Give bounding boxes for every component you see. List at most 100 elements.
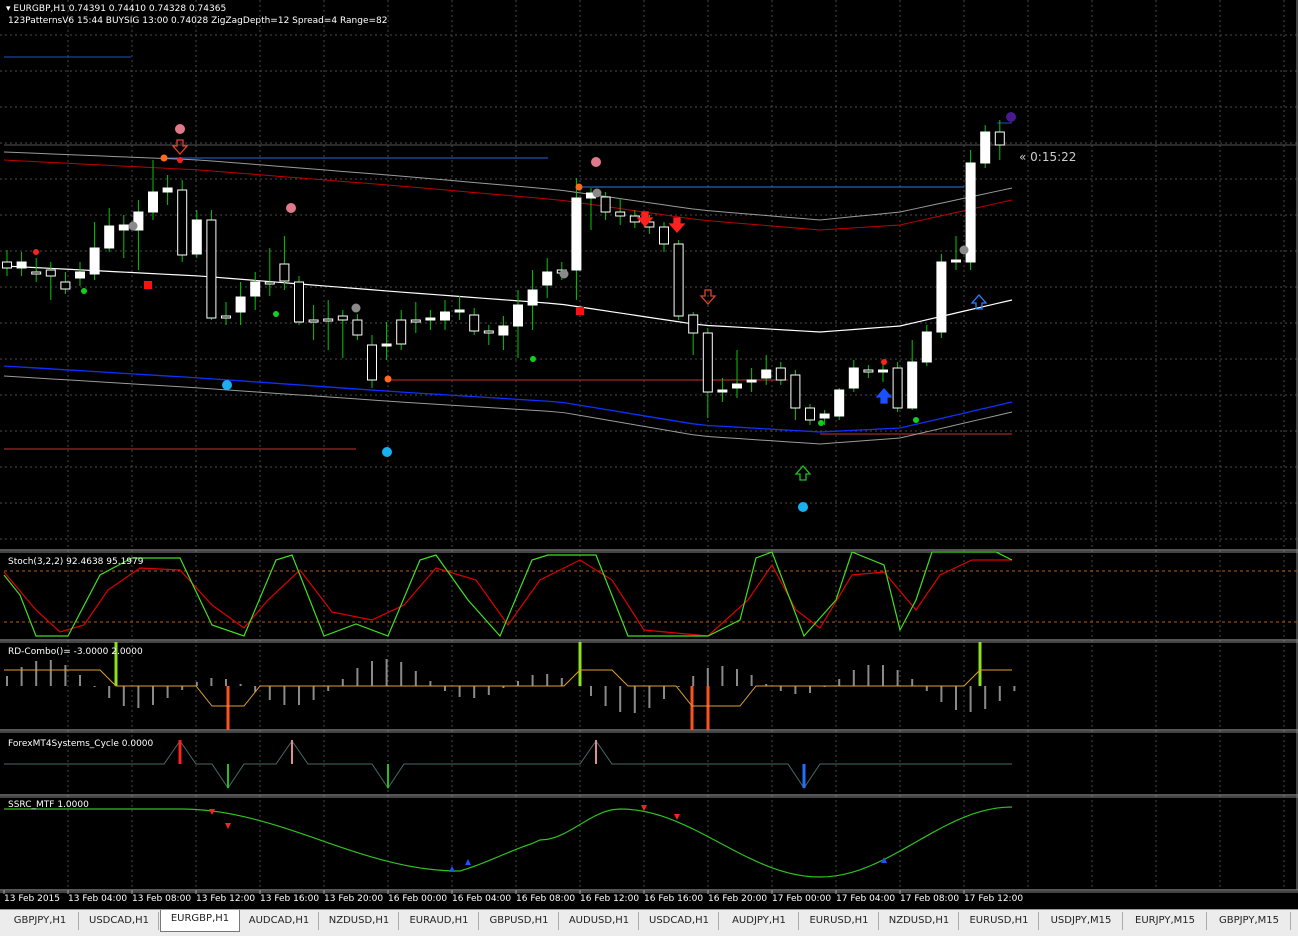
candle-body — [936, 261, 947, 333]
chart-tab[interactable]: NZDUSD,H1 — [320, 912, 399, 930]
chart-tab[interactable]: AUDJPY,H1 — [720, 912, 799, 930]
stoch-signal-line — [3, 559, 1012, 637]
candle-body — [761, 369, 772, 379]
candle-body — [45, 269, 56, 277]
signal-dot-red — [33, 249, 39, 255]
chart-tab[interactable]: GBPJPY,M15 — [1208, 912, 1291, 930]
pivot-dot-cyan — [798, 502, 808, 512]
signal-dot-green — [273, 311, 279, 317]
signal-square-red — [144, 281, 152, 289]
envelope-upper-red — [3, 159, 1013, 231]
double-chevron-left-icon: « — [1019, 150, 1027, 164]
candle-body — [980, 131, 991, 164]
candle-body — [177, 189, 188, 256]
candle-body — [206, 219, 217, 319]
candle-body — [659, 226, 669, 245]
rdcombo-signal-line — [4, 669, 1012, 707]
chart-tab[interactable]: EURGBP,H1 — [160, 910, 240, 932]
candle-body — [629, 215, 640, 223]
time-axis-label: 16 Feb 04:00 — [452, 894, 512, 904]
chart-tab[interactable]: GBPJPY,H1 — [2, 912, 79, 930]
candle-body — [775, 367, 786, 381]
pivot-dot-gray — [351, 303, 361, 313]
ssrc-title: SSRC_MTF 1.0000 — [8, 800, 89, 810]
candle-body — [250, 281, 261, 297]
chart-tab-bar: GBPJPY,H1 USDCAD,H1 EURGBP,H1 AUDCAD,H1 NZDU… — [0, 909, 1298, 936]
chart-tab[interactable]: GBPUSD,H1 — [480, 912, 559, 930]
candle-body — [819, 413, 830, 419]
dropdown-triangle-icon[interactable]: ▾ — [6, 4, 11, 14]
candle-body — [133, 211, 144, 231]
candle-body — [805, 407, 815, 421]
chart-tab[interactable]: EURJPY,M15 — [1124, 912, 1207, 930]
time-axis-label: 17 Feb 12:00 — [964, 894, 1024, 904]
chart-tab[interactable]: USDJPY,M15 — [1040, 912, 1123, 930]
candle-body — [60, 281, 71, 290]
envelope-upper-gray — [3, 151, 1013, 221]
candle-body — [148, 191, 158, 213]
chart-area[interactable]: ▾ EURGBP,H1 0.74391 0.74410 0.74328 0.74… — [0, 0, 1298, 909]
chart-tab[interactable]: USDCAD,H1 — [640, 912, 719, 930]
candle-body — [235, 296, 246, 313]
buy-arrow-icon — [875, 388, 893, 404]
pivot-dot-pink — [175, 124, 185, 134]
candle-body — [746, 379, 757, 383]
candle-body — [410, 319, 421, 323]
candle-body — [191, 219, 202, 255]
candle-body — [790, 374, 801, 409]
chart-tab[interactable]: AUDCAD,H1 — [240, 912, 319, 930]
chart-tab[interactable]: AUDUSD,H1 — [560, 912, 639, 930]
zigzag-dot-orange — [575, 183, 583, 191]
rdcombo-title: RD-Combo()= -3.0000 2.0000 — [8, 647, 143, 657]
ssrc-arrow-red — [641, 805, 647, 811]
time-axis-label: 16 Feb 00:00 — [388, 894, 448, 904]
candle-body — [863, 369, 874, 373]
chart-tab[interactable]: NZDUSD,H1 — [880, 912, 959, 930]
candle-body — [352, 319, 363, 336]
sell-arrow-icon — [699, 289, 717, 305]
signal-dot-red — [177, 157, 183, 163]
time-axis-label: 13 Feb 12:00 — [196, 894, 256, 904]
candle-body — [89, 247, 100, 275]
candle-body — [337, 315, 348, 321]
time-axis-label: 13 Feb 04:00 — [68, 894, 128, 904]
signal-dot-green — [818, 420, 824, 426]
pivot-dot-cyan — [382, 447, 392, 457]
sell-arrow-icon — [668, 217, 686, 233]
time-axis-label: 17 Feb 00:00 — [772, 894, 832, 904]
pivot-dot-gray — [959, 245, 969, 255]
envelope-lower-blue — [3, 365, 1013, 433]
signal-dot-red — [881, 359, 887, 365]
pivot-dot-purple — [1006, 112, 1016, 122]
symbol-header: ▾ EURGBP,H1 0.74391 0.74410 0.74328 0.74… — [6, 4, 226, 14]
candle-body — [834, 389, 845, 417]
sell-arrow-icon — [171, 139, 189, 155]
ssrc-arrow-red — [209, 809, 215, 815]
candle-body — [571, 197, 582, 271]
candle-body — [16, 261, 27, 269]
chart-canvas[interactable] — [0, 0, 1298, 909]
cycle-line — [4, 740, 1012, 789]
ssrc-arrow-red — [674, 814, 680, 820]
time-axis-label: 13 Feb 20:00 — [324, 894, 384, 904]
candle-body — [104, 225, 115, 249]
chart-tab[interactable]: EURUSD,H1 — [960, 912, 1039, 930]
symbol-quote: EURGBP,H1 0.74391 0.74410 0.74328 0.7436… — [13, 4, 227, 14]
candle-body — [615, 211, 626, 217]
time-axis-label: 13 Feb 08:00 — [132, 894, 192, 904]
chart-tab[interactable]: EURAUD,H1 — [400, 912, 479, 930]
signal-dot-green — [530, 356, 536, 362]
candle-body — [878, 369, 888, 373]
chart-tab[interactable]: USDCAD,H1 — [80, 912, 159, 930]
moving-average-white — [3, 265, 1013, 333]
candle-body — [31, 271, 42, 275]
candle-body — [921, 331, 932, 363]
candle-countdown: « 0:15:22 — [1019, 150, 1076, 164]
candle-body — [848, 367, 859, 389]
candle-body — [323, 318, 334, 322]
chart-tab[interactable]: EURUSD,H1 — [800, 912, 879, 930]
candle-body — [367, 344, 377, 381]
candle-body — [279, 263, 290, 282]
cycle-title: ForexMT4Systems_Cycle 0.0000 — [8, 739, 154, 749]
zigzag-dot-orange — [160, 154, 168, 162]
